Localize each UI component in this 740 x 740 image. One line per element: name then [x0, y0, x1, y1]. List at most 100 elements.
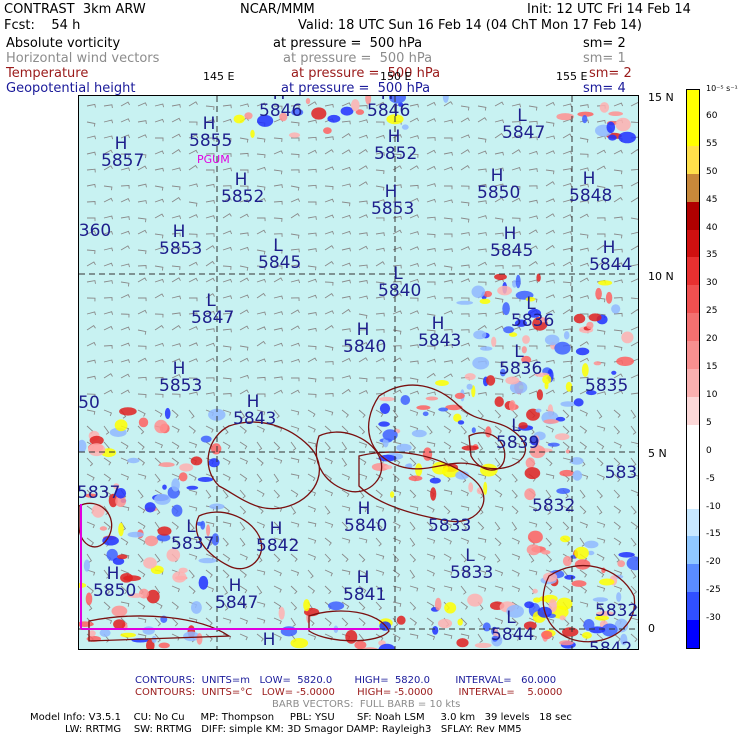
wind-barb: [273, 295, 284, 300]
wind-barb: [562, 441, 570, 450]
vorticity-blob: [533, 597, 541, 603]
wind-barb: [120, 537, 129, 546]
wind-barb: [290, 553, 298, 562]
wind-barb: [444, 185, 453, 190]
wind-barb: [273, 184, 283, 188]
wind-barb: [188, 149, 198, 155]
wind-barb: [630, 537, 637, 547]
wind-barb: [375, 232, 385, 237]
vorticity-blob: [378, 421, 390, 427]
wind-barb: [562, 425, 570, 435]
wind-barb: [477, 473, 487, 480]
wind-barb: [86, 553, 93, 563]
wind-barb: [341, 201, 351, 207]
vorticity-blob: [529, 436, 539, 446]
wind-barb: [239, 389, 249, 395]
wind-barb: [86, 409, 96, 415]
wind-barb: [103, 119, 114, 124]
wind-barb: [239, 633, 248, 641]
wind-barb: [460, 134, 471, 139]
wind-barb: [528, 359, 539, 364]
vorticity-blob: [574, 546, 589, 560]
wind-barb: [239, 617, 248, 625]
hl-value-17: 5847: [191, 308, 235, 328]
wind-barb: [222, 601, 229, 611]
wind-barb: [392, 153, 402, 158]
wind-barb: [103, 230, 114, 235]
wind-barb: [494, 197, 504, 203]
vorticity-blob: [559, 615, 566, 621]
wind-barb: [477, 215, 488, 219]
vorticity-blob: [288, 132, 301, 138]
wind-barb: [307, 441, 317, 447]
wind-barb: [477, 117, 487, 123]
wind-barb: [375, 199, 386, 204]
vorticity-blob: [509, 381, 528, 394]
field-sm-geopotential: sm= 4: [583, 81, 626, 96]
wind-barb: [528, 245, 538, 251]
vorticity-blob: [278, 606, 285, 620]
wind-barb: [239, 537, 246, 547]
wind-barb: [443, 279, 453, 284]
wind-barb: [171, 425, 180, 433]
wind-barb: [494, 101, 504, 107]
wind-barb: [341, 102, 352, 107]
colorbar-segment: [687, 536, 699, 565]
wind-barb: [222, 167, 233, 172]
vorticity-blob: [616, 356, 634, 366]
hl-value-7: 5852: [221, 187, 265, 207]
vorticity-blob: [556, 113, 574, 121]
wind-barb: [596, 377, 606, 383]
wind-barb: [494, 183, 505, 188]
hl-type-18: H: [356, 320, 370, 340]
wind-barb: [290, 389, 300, 395]
wind-barb: [579, 376, 589, 381]
vorticity-blob: [422, 411, 429, 417]
wind-barb: [256, 249, 266, 255]
wind-barb: [86, 311, 96, 316]
hl-value-33: 5842: [256, 536, 300, 556]
vorticity-blob: [138, 417, 149, 428]
wind-barb: [409, 569, 416, 579]
wind-barb: [494, 311, 505, 316]
wind-barb: [222, 246, 233, 251]
wind-barb: [426, 101, 437, 107]
wind-barb: [188, 121, 198, 126]
vorticity-blob: [244, 112, 253, 120]
wind-barb: [613, 233, 623, 239]
vorticity-blob: [544, 382, 549, 390]
wind-barb: [443, 265, 453, 271]
wind-barb: [103, 389, 113, 395]
wind-barb: [86, 457, 94, 467]
wind-barb: [273, 327, 283, 332]
vorticity-blob: [144, 535, 159, 547]
vorticity-blob: [583, 619, 595, 631]
wind-barb: [137, 473, 147, 480]
vorticity-blob: [85, 592, 93, 606]
wind-barb: [545, 279, 555, 284]
hl-type-32: L: [186, 517, 196, 537]
wind-barb: [613, 184, 623, 189]
hl-value-31: 583: [604, 463, 638, 483]
wind-barb: [409, 505, 419, 511]
wind-barb: [239, 213, 249, 219]
wind-barb: [307, 101, 317, 107]
wind-barb: [137, 277, 147, 283]
wind-barb: [630, 308, 638, 315]
vorticity-blob: [483, 481, 488, 495]
vorticity-blob: [183, 631, 200, 642]
wind-barb: [273, 150, 284, 155]
colorbar-tick-label: -30: [706, 613, 721, 624]
vorticity-blob: [560, 535, 571, 543]
vorticity-blob: [156, 533, 171, 542]
wind-barb: [222, 118, 233, 123]
hl-value-2: 5846: [259, 101, 303, 121]
wind-barb: [307, 248, 317, 252]
wind-barb: [443, 441, 452, 450]
wind-barb: [460, 278, 471, 283]
wind-barb: [596, 119, 606, 124]
wind-barb: [188, 537, 198, 543]
wind-barb: [205, 633, 213, 642]
wind-barb: [545, 617, 555, 624]
wind-barb: [409, 344, 419, 349]
